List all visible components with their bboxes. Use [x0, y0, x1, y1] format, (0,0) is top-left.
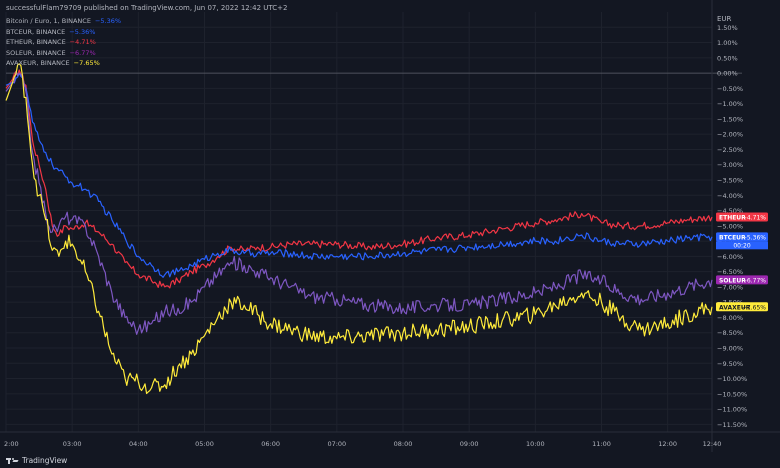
badge-symbol: ETHEUR	[719, 214, 746, 221]
x-tick-label: 12:40	[703, 440, 722, 448]
legend-row-btceur[interactable]: BTCEUR, BINANCE −5.36%	[6, 27, 121, 38]
badge-bg	[716, 302, 768, 312]
price-badge-avaxeur: AVAXEUR−7.65%	[716, 302, 768, 312]
x-tick-label: 12:00	[658, 440, 677, 448]
y-tick-label: −2.50%	[717, 146, 743, 154]
y-tick-label: −6.50%	[717, 268, 743, 276]
y-axis-unit: EUR	[717, 15, 732, 23]
series-line-avaxeur	[5, 63, 713, 395]
series-legend: Bitcoin / Euro, 1, BINANCE −5.36% BTCEUR,…	[6, 16, 121, 69]
y-tick-label: −10.50%	[717, 390, 747, 398]
y-tick-label: −11.00%	[717, 406, 747, 414]
badge-symbol: SOLEUR	[719, 277, 746, 284]
tradingview-brand[interactable]: TradingView	[6, 456, 67, 465]
legend-value: −4.71%	[69, 38, 96, 46]
x-tick-label: 07:00	[327, 440, 346, 448]
legend-value: −7.65%	[73, 59, 100, 67]
legend-row-main[interactable]: Bitcoin / Euro, 1, BINANCE −5.36%	[6, 16, 121, 27]
series-line-soleur	[5, 71, 713, 335]
y-tick-label: −1.50%	[717, 115, 743, 123]
y-tick-label: −10.00%	[717, 375, 747, 383]
legend-row-avaxeur[interactable]: AVAXEUR, BINANCE −7.65%	[6, 58, 121, 69]
x-tick-label: 11:00	[592, 440, 611, 448]
badge-symbol: AVAXEUR	[719, 304, 751, 311]
legend-value: −6.77%	[69, 48, 96, 57]
legend-row-etheur[interactable]: ETHEUR, BINANCE −4.71%	[6, 37, 121, 48]
y-tick-label: −0.50%	[717, 85, 743, 93]
badge-value: −5.36%	[742, 234, 766, 241]
y-tick-label: −11.50%	[717, 421, 747, 429]
legend-row-soleur[interactable]: SOLEUR, BINANCE −6.77%	[6, 48, 121, 59]
badge-bg	[716, 232, 768, 242]
y-tick-label: −4.00%	[717, 192, 743, 200]
x-tick-label: 05:00	[195, 440, 214, 448]
price-badge-etheur: ETHEUR−4.71%	[716, 212, 768, 222]
series-line-btceur	[5, 72, 713, 278]
y-tick-label: 0.50%	[717, 54, 738, 62]
tradingview-logo-icon	[6, 457, 19, 465]
legend-name: BTCEUR, BINANCE	[6, 27, 66, 36]
badge-bg	[716, 275, 768, 285]
legend-value: −5.36%	[69, 27, 96, 36]
badge-value: −6.77%	[742, 277, 766, 284]
y-tick-label: −2.00%	[717, 131, 743, 139]
x-tick-label: 10:00	[526, 440, 545, 448]
y-tick-label: −9.00%	[717, 345, 743, 353]
series-line-etheur	[5, 69, 713, 289]
y-tick-label: −6.00%	[717, 253, 743, 261]
x-tick-label: 03:00	[63, 440, 82, 448]
y-tick-label: −4.50%	[717, 207, 743, 215]
price-badge-soleur: SOLEUR−6.77%	[716, 275, 768, 285]
legend-value: −5.36%	[94, 17, 122, 25]
x-tick-label: 2:00	[4, 440, 19, 448]
y-tick-label: −8.00%	[717, 314, 743, 322]
badge-bg	[716, 212, 768, 222]
y-tick-label: −1.00%	[717, 100, 743, 108]
publish-info: successfulFlam79709 published on Trading…	[6, 4, 288, 12]
y-tick-label: −3.50%	[717, 177, 743, 185]
x-tick-label: 06:00	[261, 440, 280, 448]
badge-symbol: BTCEUR	[719, 234, 746, 241]
y-tick-label: 1.50%	[717, 24, 738, 32]
badge-value: −4.71%	[742, 214, 766, 221]
y-tick-label: −8.50%	[717, 329, 743, 337]
badge-value: −7.65%	[742, 304, 766, 311]
badge-countdown: 00:20	[733, 242, 750, 249]
y-tick-label: −3.00%	[717, 161, 743, 169]
y-tick-label: 1.00%	[717, 39, 738, 47]
legend-name: ETHEUR, BINANCE	[6, 38, 66, 46]
y-tick-label: −7.00%	[717, 283, 743, 291]
legend-name: SOLEUR, BINANCE	[6, 48, 66, 57]
price-badge-btceur: BTCEUR−5.36%00:20	[716, 232, 768, 250]
legend-name: AVAXEUR, BINANCE	[6, 59, 70, 67]
x-tick-label: 08:00	[394, 440, 413, 448]
y-tick-label: −5.00%	[717, 222, 743, 230]
x-tick-label: 09:00	[460, 440, 479, 448]
legend-name: Bitcoin / Euro, 1, BINANCE	[6, 17, 91, 25]
brand-label: TradingView	[22, 456, 68, 465]
x-tick-label: 04:00	[129, 440, 148, 448]
y-tick-label: 0.00%	[717, 70, 738, 78]
badge-time-bg	[716, 241, 768, 250]
y-tick-label: −9.50%	[717, 360, 743, 368]
